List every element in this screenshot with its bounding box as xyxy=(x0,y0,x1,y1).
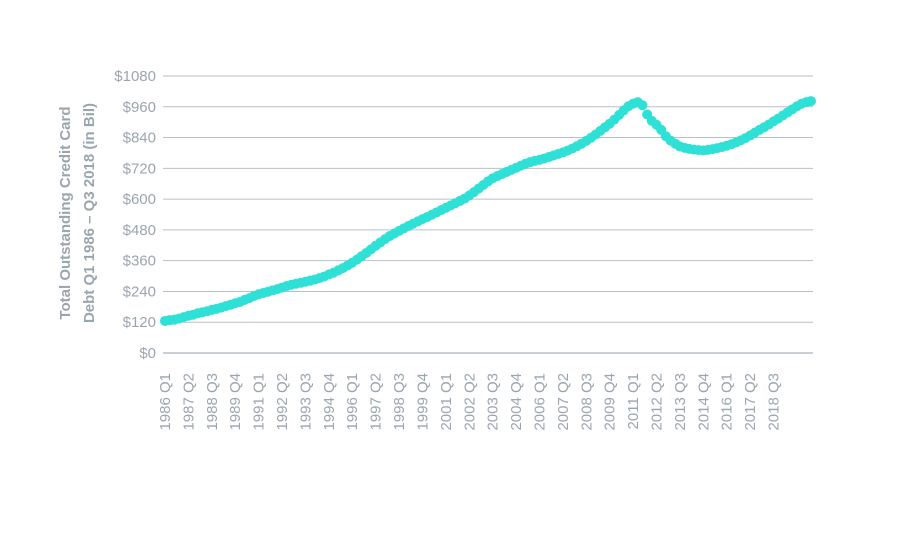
y-tick-label: $360 xyxy=(123,253,156,270)
x-tick-label: 2003 Q3 xyxy=(485,373,502,431)
y-tick-label: $600 xyxy=(123,191,156,208)
y-tick-label: $120 xyxy=(123,314,156,331)
x-tick-label: 1993 Q3 xyxy=(297,373,314,431)
x-tick-label: 2012 Q2 xyxy=(649,373,666,431)
y-tick-label: $960 xyxy=(123,99,156,116)
data-point xyxy=(637,100,648,111)
y-axis-title-line2: Debt Q1 1986 – Q3 2018 (in Bil) xyxy=(81,103,98,323)
y-tick-label: $0 xyxy=(139,345,156,362)
y-tick-labels: $0 $120 $240 $360 $480 $600 $720 $840 $960 $1080 xyxy=(114,68,156,362)
x-tick-label: 2016 Q1 xyxy=(719,373,736,431)
data-point xyxy=(806,96,816,107)
x-tick-label: 2014 Q4 xyxy=(695,373,712,431)
data-points xyxy=(160,96,816,326)
x-tick-label: 1997 Q2 xyxy=(368,373,385,431)
grid-lines xyxy=(163,75,813,354)
y-tick-label: $840 xyxy=(123,130,156,147)
x-tick-label: 1994 Q4 xyxy=(321,373,338,431)
x-tick-label: 2006 Q1 xyxy=(531,373,548,431)
x-tick-label: 1998 Q3 xyxy=(391,373,408,431)
y-axis-title-line1: Total Outstanding Credit Card xyxy=(57,106,74,319)
x-tick-label: 2009 Q4 xyxy=(602,373,619,431)
x-tick-label: 1989 Q4 xyxy=(227,373,244,431)
y-tick-label: $720 xyxy=(123,160,156,177)
x-tick-label: 1987 Q2 xyxy=(180,373,197,431)
x-tick-label: 2017 Q2 xyxy=(742,373,759,431)
x-tick-label: 1996 Q1 xyxy=(344,373,361,431)
x-tick-label: 1991 Q1 xyxy=(251,373,268,431)
x-tick-label: 2001 Q1 xyxy=(438,373,455,431)
x-tick-label: 2007 Q2 xyxy=(555,373,572,431)
x-tick-label: 2013 Q3 xyxy=(672,373,689,431)
x-tick-label: 1992 Q2 xyxy=(274,373,291,431)
x-tick-label: 2004 Q4 xyxy=(508,373,525,431)
x-tick-label: 2008 Q3 xyxy=(578,373,595,431)
x-tick-label: 1999 Q4 xyxy=(414,373,431,431)
x-tick-label: 2011 Q1 xyxy=(625,373,642,429)
y-tick-label: $240 xyxy=(123,283,156,300)
x-tick-label: 2002 Q2 xyxy=(461,373,478,431)
y-tick-label: $1080 xyxy=(114,68,156,85)
x-tick-label: 2018 Q3 xyxy=(766,373,783,431)
x-tick-label: 1986 Q1 xyxy=(157,373,174,431)
x-tick-labels: 1986 Q1 1987 Q2 1988 Q3 1989 Q4 1991 Q1 1992 … xyxy=(157,373,783,431)
x-tick-label: 1988 Q3 xyxy=(204,373,221,431)
y-tick-label: $480 xyxy=(123,222,156,239)
